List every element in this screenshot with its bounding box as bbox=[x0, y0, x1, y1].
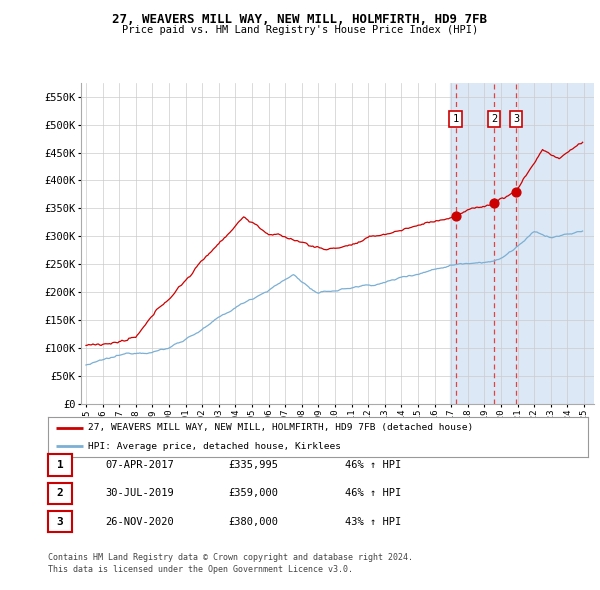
Text: 2: 2 bbox=[56, 489, 64, 498]
Text: 27, WEAVERS MILL WAY, NEW MILL, HOLMFIRTH, HD9 7FB (detached house): 27, WEAVERS MILL WAY, NEW MILL, HOLMFIRT… bbox=[89, 424, 474, 432]
Bar bbox=[449, 83, 594, 404]
Text: 26-NOV-2020: 26-NOV-2020 bbox=[105, 517, 174, 526]
Text: 27, WEAVERS MILL WAY, NEW MILL, HOLMFIRTH, HD9 7FB: 27, WEAVERS MILL WAY, NEW MILL, HOLMFIRT… bbox=[113, 13, 487, 26]
Text: £380,000: £380,000 bbox=[228, 517, 278, 526]
Text: 07-APR-2017: 07-APR-2017 bbox=[105, 460, 174, 470]
Text: 43% ↑ HPI: 43% ↑ HPI bbox=[345, 517, 401, 526]
Text: Contains HM Land Registry data © Crown copyright and database right 2024.: Contains HM Land Registry data © Crown c… bbox=[48, 553, 413, 562]
Text: 46% ↑ HPI: 46% ↑ HPI bbox=[345, 489, 401, 498]
Text: 46% ↑ HPI: 46% ↑ HPI bbox=[345, 460, 401, 470]
Text: 3: 3 bbox=[513, 114, 519, 124]
Text: £335,995: £335,995 bbox=[228, 460, 278, 470]
Text: 1: 1 bbox=[56, 460, 64, 470]
Text: 30-JUL-2019: 30-JUL-2019 bbox=[105, 489, 174, 498]
Point bbox=[451, 212, 461, 221]
Text: Price paid vs. HM Land Registry's House Price Index (HPI): Price paid vs. HM Land Registry's House … bbox=[122, 25, 478, 35]
Point bbox=[489, 199, 499, 208]
Text: 2: 2 bbox=[491, 114, 497, 124]
Text: 1: 1 bbox=[452, 114, 459, 124]
Text: 3: 3 bbox=[56, 517, 64, 526]
Point bbox=[511, 187, 521, 196]
Text: HPI: Average price, detached house, Kirklees: HPI: Average price, detached house, Kirk… bbox=[89, 442, 341, 451]
Text: £359,000: £359,000 bbox=[228, 489, 278, 498]
Text: This data is licensed under the Open Government Licence v3.0.: This data is licensed under the Open Gov… bbox=[48, 565, 353, 574]
